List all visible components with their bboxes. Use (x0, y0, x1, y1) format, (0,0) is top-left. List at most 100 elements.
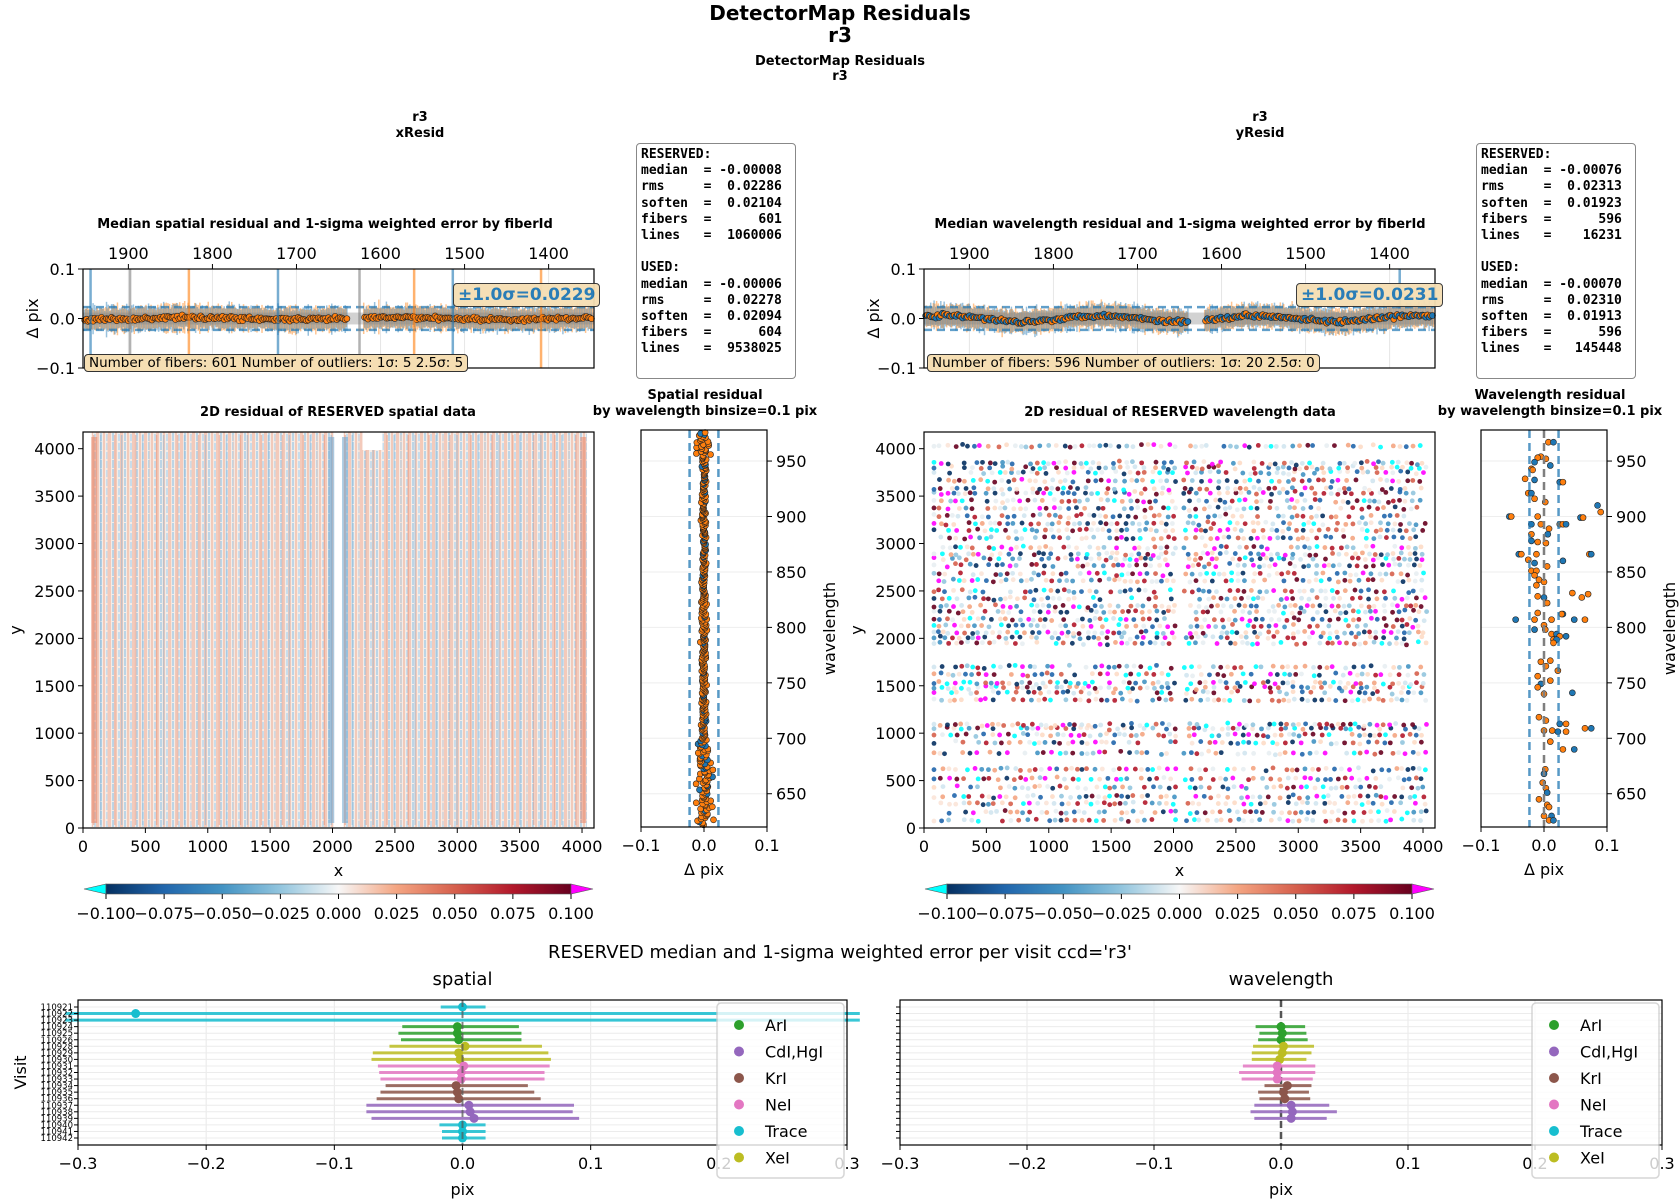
data-point (1238, 490, 1244, 496)
data-point (1012, 641, 1018, 646)
data-point (1035, 725, 1041, 731)
data-point (1335, 491, 1341, 497)
data-point (1054, 774, 1060, 780)
data-point (991, 546, 997, 551)
data-point (1009, 461, 1015, 467)
data-point (1116, 458, 1122, 464)
data-point (978, 602, 984, 608)
data-point (1118, 816, 1124, 822)
data-point (1309, 464, 1315, 470)
data-point (1390, 750, 1396, 756)
data-point (967, 679, 973, 685)
data-point (937, 639, 943, 645)
data-point (1141, 578, 1147, 584)
data-point (1085, 469, 1091, 475)
data-point (1247, 610, 1253, 616)
data-point (999, 544, 1005, 550)
data-point (1306, 579, 1312, 584)
data-point (1342, 630, 1347, 636)
data-point (1225, 794, 1231, 800)
data-point (1052, 512, 1058, 518)
data-point (1389, 464, 1395, 470)
data-point (1091, 634, 1097, 640)
data-point (1294, 577, 1300, 582)
data-point (1158, 545, 1164, 551)
data-point (1342, 490, 1348, 496)
data-point (1247, 618, 1253, 624)
data-point (1166, 534, 1172, 540)
data-point (1088, 607, 1094, 613)
data-point (1254, 491, 1259, 497)
y-tick-label: 0 (65, 819, 75, 838)
data-point (1406, 630, 1412, 636)
data-point (1405, 767, 1411, 772)
heatmap-stripe (463, 435, 465, 825)
data-point (1394, 513, 1400, 518)
data-point (1269, 491, 1274, 497)
data-point (1212, 546, 1217, 551)
data-point (1251, 624, 1257, 630)
data-point (1015, 596, 1020, 602)
data-point (970, 810, 976, 816)
data-point (1042, 696, 1048, 702)
data-point (1084, 751, 1090, 757)
data-point (1422, 521, 1428, 526)
data-point (1027, 680, 1033, 686)
data-point (1360, 664, 1366, 670)
data-point (1216, 479, 1222, 484)
data-point (1023, 506, 1029, 512)
data-point (1301, 564, 1307, 570)
data-point (1291, 696, 1297, 702)
data-point (1102, 749, 1108, 755)
data-point (1262, 800, 1268, 806)
left-bywl-title: Spatial residual by wavelength binsize=0… (592, 388, 818, 419)
data-point (1068, 732, 1074, 738)
data-point (1310, 731, 1316, 737)
data-point (1216, 463, 1221, 469)
data-point (1407, 521, 1412, 526)
data-point (937, 633, 943, 639)
data-point (1260, 596, 1266, 601)
data-point (1245, 595, 1251, 601)
data-point (1251, 750, 1257, 756)
data-point (1300, 472, 1306, 477)
data-point (963, 731, 969, 737)
data-point (1072, 817, 1078, 823)
data-point (1378, 552, 1384, 558)
data-point (1140, 477, 1145, 483)
data-point (1243, 634, 1249, 640)
data-point (1139, 460, 1145, 466)
data-point (1058, 571, 1064, 577)
data-point (1364, 459, 1370, 464)
data-point (1172, 794, 1177, 800)
data-point (1049, 578, 1055, 584)
data-point (1350, 595, 1355, 601)
data-point (1387, 684, 1393, 690)
data-point (1052, 723, 1058, 728)
data-point (1302, 485, 1308, 491)
data-point (1034, 562, 1039, 567)
data-point (1233, 479, 1239, 485)
data-point (1101, 818, 1107, 823)
data-point (1412, 551, 1418, 556)
data-point (972, 588, 978, 594)
data-point (1063, 623, 1069, 629)
data-point (1320, 513, 1326, 519)
data-point (1346, 794, 1351, 800)
data-point (1050, 564, 1056, 569)
data-point (1165, 514, 1171, 520)
data-point (1103, 465, 1109, 471)
data-point (1326, 623, 1332, 629)
data-point (1257, 794, 1263, 800)
data-point (1076, 631, 1082, 636)
data-point (995, 777, 1001, 783)
data-point (1027, 809, 1033, 815)
data-point (946, 640, 952, 646)
data-point (1010, 570, 1016, 576)
data-point (1084, 551, 1090, 557)
data-point (1376, 459, 1381, 465)
data-point (1285, 635, 1291, 641)
data-point (963, 671, 968, 677)
data-point (1424, 609, 1430, 614)
data-point (1400, 685, 1406, 690)
